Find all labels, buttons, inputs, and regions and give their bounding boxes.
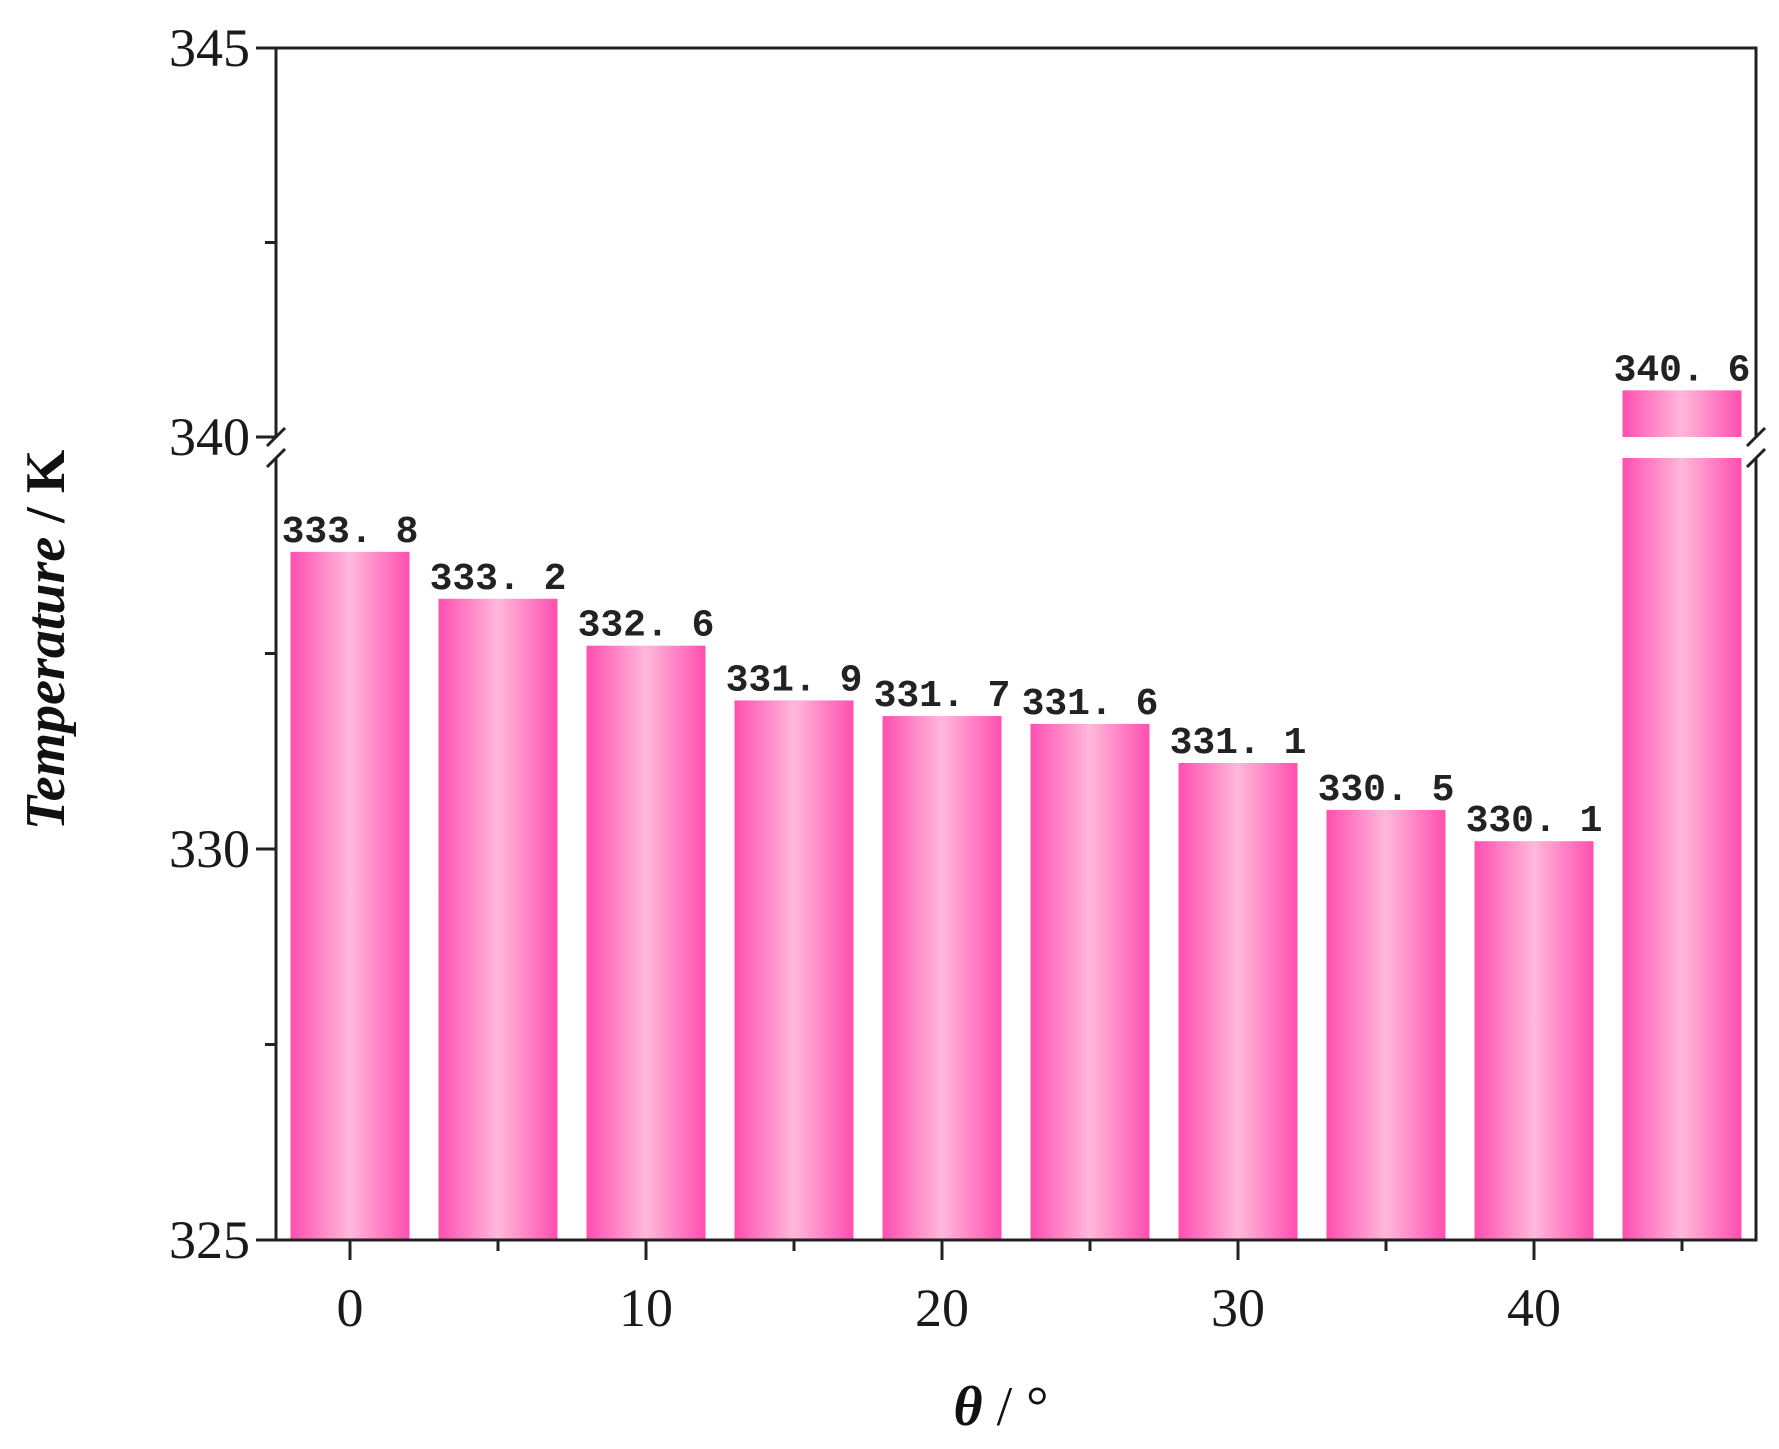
data-label: 330. 1	[1466, 800, 1603, 843]
x-tick-label: 10	[619, 1278, 673, 1338]
data-label: 331. 6	[1022, 683, 1159, 726]
axis-break-mark	[265, 447, 287, 469]
bar	[1326, 809, 1446, 1240]
axis-break-mark	[1745, 426, 1767, 448]
bar	[290, 551, 410, 1240]
data-label: 332. 6	[578, 605, 715, 648]
data-label: 331. 9	[726, 659, 863, 702]
plot-frame	[265, 46, 1767, 1242]
x-tick-label: 0	[337, 1278, 364, 1338]
y-tick-label: 325	[169, 1210, 250, 1270]
bar-upper-segment	[1622, 390, 1742, 437]
axis-break-mark	[1745, 447, 1767, 469]
data-label: 333. 8	[282, 511, 419, 554]
y-axis-unit: / K	[15, 449, 77, 537]
bar	[1030, 723, 1150, 1240]
data-label: 340. 6	[1614, 349, 1751, 392]
x-axis-title: θ / °	[953, 1376, 1048, 1438]
bar	[586, 645, 706, 1240]
x-tick-label: 20	[915, 1278, 969, 1338]
data-label: 331. 7	[874, 675, 1011, 718]
bars	[290, 390, 1742, 1240]
bar	[1474, 841, 1594, 1240]
bar	[734, 700, 854, 1240]
x-axis-symbol: θ	[953, 1376, 982, 1438]
axis-ticks: 325 330 340 345 0 10 20 30 40	[169, 18, 1684, 1338]
data-labels: 333. 8 333. 2 332. 6 331. 9 331. 7 331. 6 331.…	[282, 349, 1751, 843]
data-label: 330. 5	[1318, 769, 1455, 812]
x-tick-label: 40	[1507, 1278, 1561, 1338]
bar	[882, 716, 1002, 1240]
y-axis-quantity: Temperature	[15, 537, 77, 830]
y-tick-label: 345	[169, 18, 250, 78]
x-axis-unit: / °	[983, 1376, 1049, 1438]
data-label: 331. 1	[1170, 722, 1307, 765]
y-tick-label: 340	[169, 407, 250, 467]
axis-break-gap	[277, 438, 1755, 457]
y-axis-title: Temperature / K	[15, 449, 77, 830]
y-tick-label: 330	[169, 819, 250, 879]
bar	[1178, 762, 1298, 1240]
data-label: 333. 2	[430, 558, 567, 601]
bar-lower-segment	[1622, 458, 1742, 1240]
x-tick-label: 30	[1211, 1278, 1265, 1338]
bar	[438, 598, 558, 1240]
